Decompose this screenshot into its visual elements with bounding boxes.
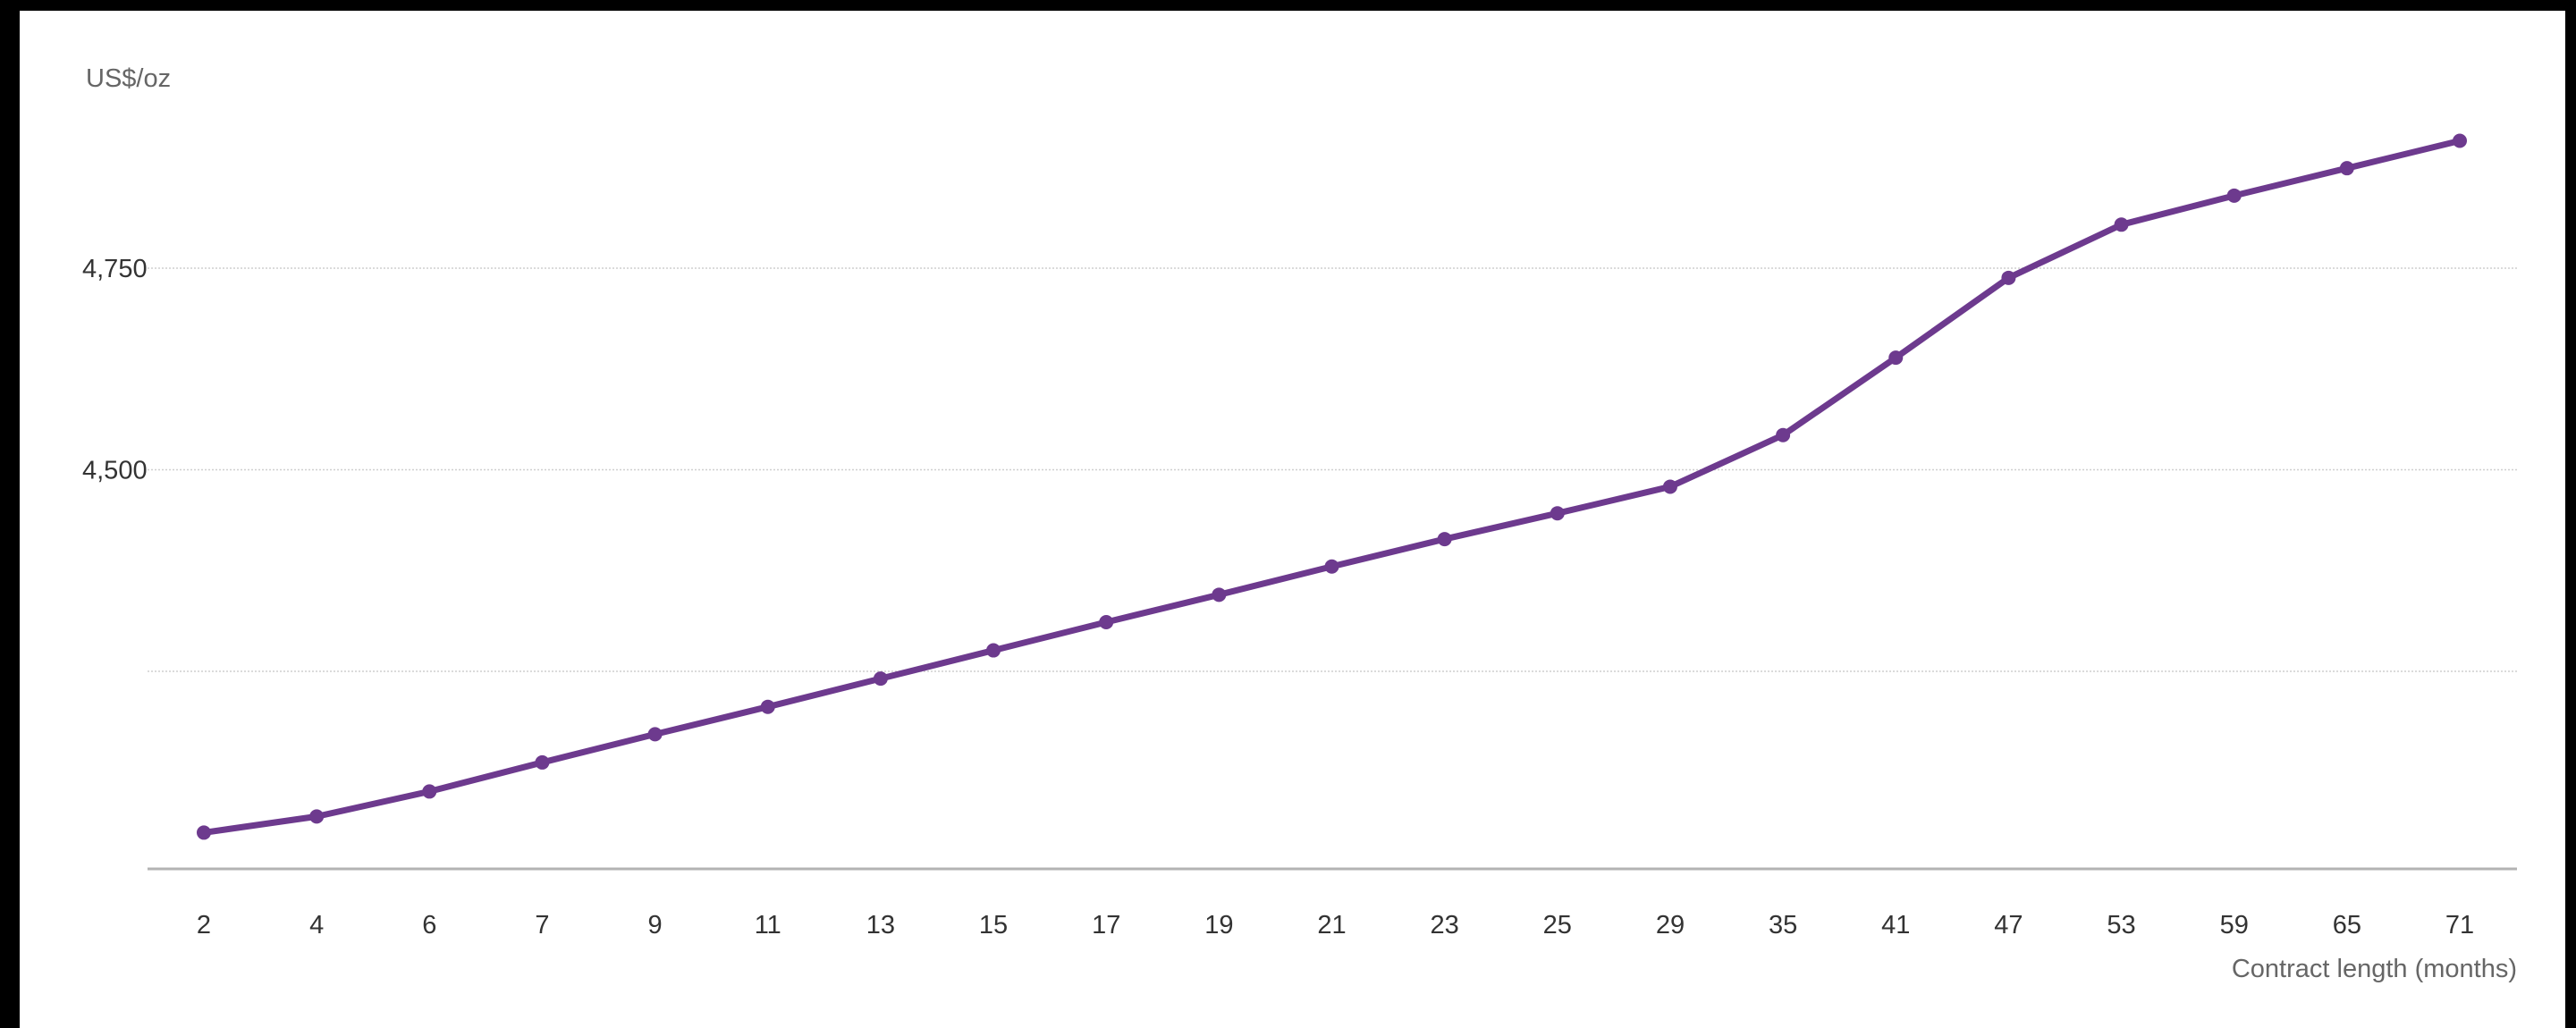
x-axis-ticks: 2 4 6 7 9 11 13 15 17 19 21 23 25 29 35 41 47 53 59 65 71: [197, 911, 2474, 940]
y-axis-title: US$/oz: [86, 64, 171, 93]
data-point: [2339, 161, 2354, 176]
x-tick-label: 71: [2445, 911, 2474, 940]
series-line: [200, 137, 2463, 836]
data-point: [1212, 587, 1227, 602]
x-tick-label: 17: [1092, 911, 1120, 940]
x-tick-label: 41: [1881, 911, 1910, 940]
x-tick-label: 4: [309, 911, 324, 940]
x-tick-label: 2: [197, 911, 211, 940]
data-point: [1550, 506, 1565, 521]
x-tick-label: 47: [1994, 911, 2023, 940]
x-tick-label: 11: [755, 911, 781, 940]
x-tick-label: 59: [2220, 911, 2249, 940]
x-tick-label: 65: [2333, 911, 2361, 940]
data-point: [2453, 133, 2467, 148]
data-point: [647, 727, 663, 742]
y-tick-label: 4,500: [82, 457, 148, 485]
x-tick-label: 21: [1317, 911, 1346, 940]
x-tick-label: 13: [866, 911, 895, 940]
x-tick-label: 9: [648, 911, 663, 940]
data-point: [1437, 532, 1452, 547]
y-tick-label: 4,750: [82, 255, 148, 283]
data-point: [2001, 270, 2016, 285]
x-tick-label: 7: [535, 911, 549, 940]
x-tick-label: 25: [1543, 911, 1572, 940]
data-point: [309, 809, 325, 824]
x-axis-title: Contract length (months): [2232, 955, 2517, 983]
x-tick-label: 35: [1769, 911, 1797, 940]
x-tick-label: 23: [1431, 911, 1459, 940]
data-point: [986, 643, 1001, 658]
data-point: [535, 754, 550, 770]
x-tick-label: 29: [1656, 911, 1685, 940]
data-point: [760, 699, 775, 714]
data-point: [1776, 427, 1791, 442]
data-point: [1099, 614, 1114, 629]
y-axis-ticks: 4,500 4,750: [82, 255, 148, 485]
x-tick-label: 19: [1204, 911, 1233, 940]
data-point: [1888, 350, 1904, 366]
data-point: [873, 671, 888, 687]
data-points: [197, 133, 2467, 840]
data-point: [422, 784, 437, 799]
data-point: [2114, 217, 2129, 232]
x-tick-label: 6: [422, 911, 436, 940]
data-point: [197, 825, 211, 840]
data-point: [1662, 479, 1677, 494]
x-tick-label: 15: [979, 911, 1008, 940]
gridlines: [148, 267, 2517, 672]
x-tick-label: 53: [2107, 911, 2135, 940]
data-point: [2226, 188, 2242, 203]
data-point: [1324, 559, 1339, 574]
